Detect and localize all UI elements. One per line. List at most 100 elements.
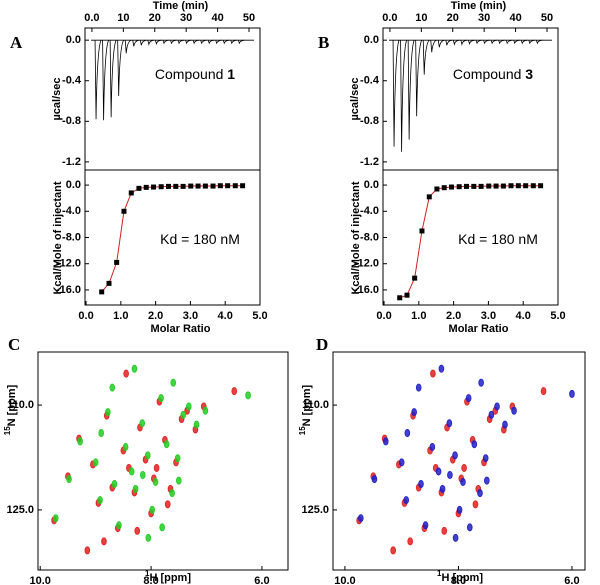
peak xyxy=(403,496,410,505)
peak xyxy=(105,408,111,417)
x-axis-label: Molar Ratio xyxy=(449,323,509,335)
axis-label-sup: 15 xyxy=(3,426,12,435)
y-tick-label: 110.0 xyxy=(7,399,34,411)
peak xyxy=(152,477,159,486)
peak xyxy=(134,526,141,535)
peak xyxy=(245,391,251,400)
axis-label: 15N [ppm] xyxy=(3,384,18,435)
peak xyxy=(404,429,411,438)
annotation-bold: 3 xyxy=(525,66,533,82)
injection-peak xyxy=(468,39,475,46)
panel-letter: C xyxy=(8,335,20,354)
injection-peak xyxy=(147,39,154,46)
annotation: Kd = 180 nM xyxy=(160,231,240,247)
x-tick-label: 0.0 xyxy=(376,310,391,322)
peak xyxy=(185,402,192,411)
x-tick-label: 5.0 xyxy=(252,310,267,322)
injection-peak xyxy=(237,39,245,45)
data-point xyxy=(136,185,142,191)
data-point xyxy=(165,183,171,189)
data-point xyxy=(515,183,521,189)
injection-peak xyxy=(222,39,230,45)
data-point xyxy=(202,183,208,189)
peak xyxy=(482,454,489,463)
injection-peak xyxy=(430,39,437,53)
peak xyxy=(465,394,472,403)
x-tick-label: 20 xyxy=(149,12,161,24)
x-tick-label: 0.0 xyxy=(382,12,397,24)
injection-peak xyxy=(139,39,147,46)
data-point xyxy=(426,194,432,200)
data-point xyxy=(434,186,440,192)
peak xyxy=(511,406,517,415)
y-axis-label: Kcal/Mole of injectant xyxy=(350,181,362,294)
peak xyxy=(149,505,155,514)
y-tick-label: -12.0 xyxy=(56,258,81,270)
axis-label-text: H [ppm] xyxy=(149,572,191,584)
axis-label-text: N [ppm] xyxy=(301,384,313,426)
peak xyxy=(132,484,139,493)
injection-peak xyxy=(475,39,483,45)
axis-label-sup: 1 xyxy=(145,569,150,578)
injection-peak xyxy=(400,40,407,152)
peak xyxy=(97,496,103,505)
y-tick-label: 125.0 xyxy=(6,504,34,516)
x-tick-label: 6.0 xyxy=(564,575,579,585)
annotation-text: Compound xyxy=(453,66,522,82)
data-point xyxy=(508,183,514,189)
data-point xyxy=(232,183,238,189)
injection-peak xyxy=(392,40,400,147)
annotation-bold: 1 xyxy=(227,66,235,82)
x-axis-label: Time (min) xyxy=(451,0,507,12)
x-tick-label: 40 xyxy=(509,12,521,24)
injection-peak xyxy=(490,39,498,45)
peak xyxy=(358,514,364,523)
y-tick-label: -4.0 xyxy=(62,205,81,217)
x-tick-label: 30 xyxy=(478,12,490,24)
injection-peak xyxy=(117,39,125,96)
data-point xyxy=(493,183,499,189)
injection-peak xyxy=(94,39,102,120)
data-point xyxy=(114,259,120,265)
injection-peak xyxy=(483,39,490,45)
peak xyxy=(174,454,181,463)
injection-peak xyxy=(445,39,452,46)
annotation-text: Kd = 180 nM xyxy=(160,231,240,247)
x-tick-label: 1.0 xyxy=(113,310,128,322)
injection-peak xyxy=(162,39,169,45)
peak xyxy=(460,477,466,486)
y-tick-label: -12.0 xyxy=(354,258,379,270)
x-tick-label: 5.0 xyxy=(550,310,565,322)
data-point xyxy=(449,184,455,190)
data-point xyxy=(195,183,201,189)
x-tick-label: 40 xyxy=(211,12,223,24)
peak xyxy=(170,378,177,387)
peak xyxy=(139,419,146,428)
x-tick-label: 30 xyxy=(180,12,192,24)
y-tick-label: 0.0 xyxy=(66,179,81,191)
axis-label-sup: 15 xyxy=(298,426,307,435)
plot-frame xyxy=(37,351,289,571)
injection-peak xyxy=(215,39,222,45)
data-point xyxy=(225,183,231,189)
injection-peak xyxy=(528,39,535,45)
y-tick-label: -16.0 xyxy=(56,284,81,296)
panel-letter: B xyxy=(318,33,329,52)
peak xyxy=(180,410,187,419)
data-point xyxy=(106,280,112,286)
peak xyxy=(231,387,238,396)
annotation: Compound 1 xyxy=(155,66,235,82)
injection-peak xyxy=(177,39,185,45)
axis-label: 1H [ppm] xyxy=(437,569,483,584)
peak xyxy=(494,402,500,411)
x-axis-label: Molar Ratio xyxy=(151,323,211,335)
panel-letter: A xyxy=(10,33,23,52)
peak xyxy=(111,480,118,489)
x-tick-label: 10.0 xyxy=(30,575,51,585)
injection-peak xyxy=(437,39,445,48)
peak xyxy=(484,476,490,485)
injection-peak xyxy=(407,40,415,140)
peak xyxy=(66,475,72,484)
y-tick-label: -16.0 xyxy=(354,284,379,296)
peak xyxy=(452,451,458,460)
